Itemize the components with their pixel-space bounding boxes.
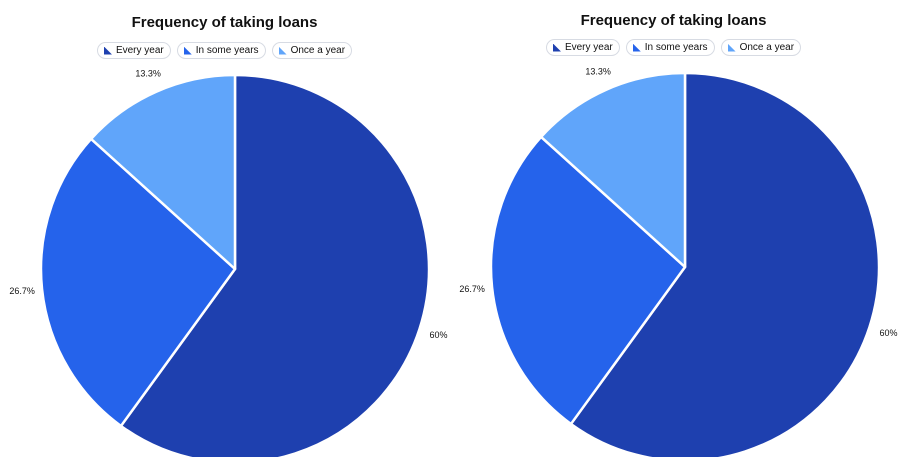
legend-label: In some years xyxy=(644,42,708,53)
pie-slice-once-a-year[interactable] xyxy=(539,71,687,269)
slice-label: 26.7% xyxy=(9,286,35,296)
slice-label: 60% xyxy=(430,330,448,340)
slice-label: 13.3% xyxy=(135,68,161,78)
legend-label: Once a year xyxy=(739,42,795,53)
legend: Every year In some years Once a year xyxy=(0,42,449,59)
pie-plot: 60% 26.7% 13.3% xyxy=(9,68,448,457)
legend-label: In some years xyxy=(195,45,259,56)
legend-swatch-icon xyxy=(103,46,112,55)
legend-swatch-icon xyxy=(552,43,561,52)
slice-label: 26.7% xyxy=(459,284,485,294)
chart-title: Frequency of taking loans xyxy=(580,12,767,29)
legend-swatch-icon xyxy=(183,46,192,55)
legend-item-in-some-years[interactable]: In some years xyxy=(625,39,715,56)
pie-slice-every-year[interactable] xyxy=(569,71,881,457)
pie-slice-every-year[interactable] xyxy=(119,73,431,457)
legend-item-every-year[interactable]: Every year xyxy=(96,42,171,59)
pie-chart-left: Frequency of taking loans Every year In … xyxy=(0,14,449,457)
slice-label: 60% xyxy=(880,328,898,338)
chart-title: Frequency of taking loans xyxy=(131,14,318,31)
legend-swatch-icon xyxy=(632,43,641,52)
pie-slice-in-some-years[interactable] xyxy=(489,135,687,426)
legend-label: Every year xyxy=(564,42,613,53)
legend-swatch-icon xyxy=(727,43,736,52)
legend-label: Once a year xyxy=(290,45,346,56)
pie-slice-once-a-year[interactable] xyxy=(89,73,237,271)
legend: Every year In some years Once a year xyxy=(449,39,898,56)
slice-label: 13.3% xyxy=(585,66,611,76)
legend-item-once-a-year[interactable]: Once a year xyxy=(271,42,353,59)
legend-item-every-year[interactable]: Every year xyxy=(545,39,620,56)
legend-label: Every year xyxy=(115,45,164,56)
legend-item-once-a-year[interactable]: Once a year xyxy=(720,39,802,56)
legend-swatch-icon xyxy=(278,46,287,55)
legend-item-in-some-years[interactable]: In some years xyxy=(176,42,266,59)
pie-slice-in-some-years[interactable] xyxy=(39,137,237,428)
pie-chart-right: Frequency of taking loans Every year In … xyxy=(449,0,898,457)
pie-plot: 60% 26.7% 13.3% xyxy=(459,66,898,457)
